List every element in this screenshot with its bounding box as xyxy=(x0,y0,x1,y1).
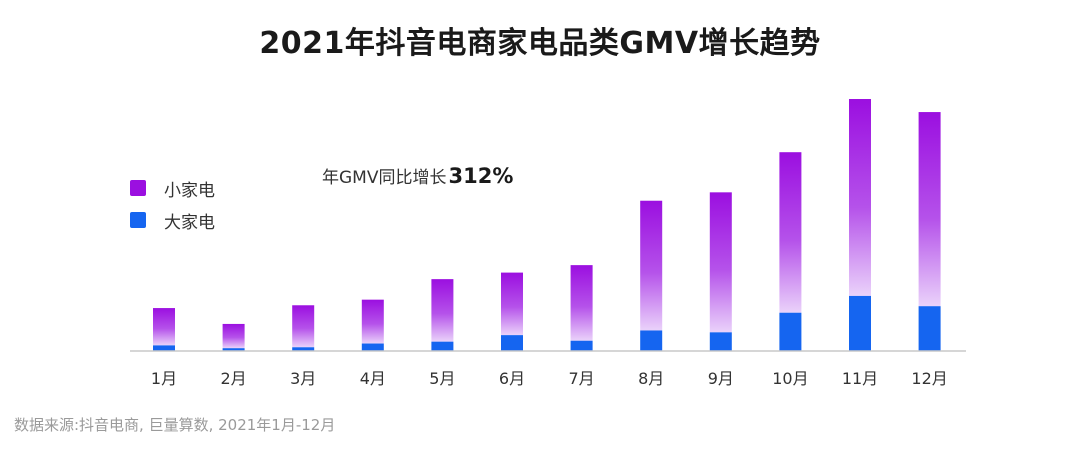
bar-large-appliance-1 xyxy=(153,345,175,351)
x-tick-label-5: 5月 xyxy=(429,369,455,388)
bar-large-appliance-5 xyxy=(431,341,454,351)
bar-small-appliance-6 xyxy=(501,272,523,336)
legend: 小家电 大家电 xyxy=(130,172,215,236)
bar-small-appliance-11 xyxy=(849,99,871,296)
x-tick-labels: 1月 2月 3月 4月 5月 6月 7月 8月 9月 10月 11月 12月 xyxy=(151,369,948,388)
x-tick-label-1: 1月 xyxy=(151,369,177,388)
bar-large-appliance-4 xyxy=(361,343,384,351)
bar-large-appliance-2 xyxy=(222,348,245,351)
bar-small-appliance-2 xyxy=(222,323,245,349)
bar-small-appliance-5 xyxy=(431,279,454,342)
legend-item-large-appliance: 大家电 xyxy=(130,204,215,236)
legend-swatch-small-appliance xyxy=(130,180,146,196)
bar-large-appliance-6 xyxy=(501,335,523,351)
bar-large-appliance-10 xyxy=(779,312,802,351)
legend-label-large-appliance: 大家电 xyxy=(164,212,215,233)
x-tick-label-6: 6月 xyxy=(499,369,525,388)
bar-small-appliance-4 xyxy=(361,299,384,344)
bar-large-appliance-7 xyxy=(570,340,593,351)
bar-small-appliance-3 xyxy=(292,305,315,348)
x-tick-label-9: 9月 xyxy=(708,369,734,388)
growth-annotation-text: 年GMV同比增长 xyxy=(322,168,447,188)
x-tick-label-2: 2月 xyxy=(221,369,247,388)
growth-annotation-value: 312% xyxy=(448,164,514,188)
legend-item-small-appliance: 小家电 xyxy=(130,172,215,204)
legend-label-small-appliance: 小家电 xyxy=(164,180,215,201)
bar-small-appliance-10 xyxy=(779,152,802,313)
x-tick-label-7: 7月 xyxy=(569,369,595,388)
bar-large-appliance-9 xyxy=(709,332,732,351)
bar-small-appliance-8 xyxy=(640,200,663,331)
x-tick-label-8: 8月 xyxy=(638,369,664,388)
x-tick-label-12: 12月 xyxy=(911,369,947,388)
bar-large-appliance-11 xyxy=(849,295,871,351)
bar-large-appliance-3 xyxy=(292,347,315,351)
bar-small-appliance-9 xyxy=(709,192,732,333)
legend-swatch-large-appliance xyxy=(130,212,146,228)
growth-annotation: 年GMV同比增长312% xyxy=(322,163,513,188)
bar-small-appliance-7 xyxy=(570,265,593,341)
bar-large-appliance-8 xyxy=(640,330,663,351)
bars-group xyxy=(153,99,941,351)
x-tick-label-4: 4月 xyxy=(360,369,386,388)
x-tick-label-3: 3月 xyxy=(290,369,316,388)
bar-small-appliance-12 xyxy=(918,112,941,307)
chart-title: 2021年抖音电商家电品类GMV增长趋势 xyxy=(259,26,821,61)
x-tick-label-11: 11月 xyxy=(842,369,878,388)
bar-small-appliance-1 xyxy=(153,308,175,346)
x-tick-label-10: 10月 xyxy=(772,369,808,388)
bar-large-appliance-12 xyxy=(918,306,941,351)
data-source-note: 数据来源:抖音电商, 巨量算数, 2021年1月-12月 xyxy=(14,416,336,434)
